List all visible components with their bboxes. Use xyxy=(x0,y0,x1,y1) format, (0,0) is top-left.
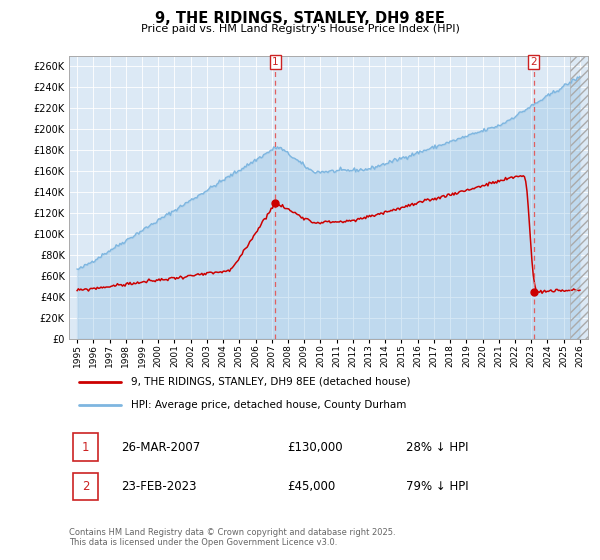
Text: 2: 2 xyxy=(82,480,89,493)
Text: HPI: Average price, detached house, County Durham: HPI: Average price, detached house, Coun… xyxy=(131,400,407,410)
Text: £45,000: £45,000 xyxy=(287,480,335,493)
Text: 26-MAR-2007: 26-MAR-2007 xyxy=(121,441,200,454)
Text: 9, THE RIDINGS, STANLEY, DH9 8EE: 9, THE RIDINGS, STANLEY, DH9 8EE xyxy=(155,11,445,26)
Text: 2: 2 xyxy=(530,57,537,67)
Text: 1: 1 xyxy=(272,57,279,67)
Text: 9, THE RIDINGS, STANLEY, DH9 8EE (detached house): 9, THE RIDINGS, STANLEY, DH9 8EE (detach… xyxy=(131,377,411,387)
FancyBboxPatch shape xyxy=(73,473,98,500)
Text: 79% ↓ HPI: 79% ↓ HPI xyxy=(406,480,469,493)
FancyBboxPatch shape xyxy=(73,433,98,461)
Text: Contains HM Land Registry data © Crown copyright and database right 2025.
This d: Contains HM Land Registry data © Crown c… xyxy=(69,528,395,547)
Text: 23-FEB-2023: 23-FEB-2023 xyxy=(121,480,196,493)
Text: £130,000: £130,000 xyxy=(287,441,343,454)
Text: 1: 1 xyxy=(82,441,89,454)
Text: Price paid vs. HM Land Registry's House Price Index (HPI): Price paid vs. HM Land Registry's House … xyxy=(140,24,460,34)
Text: 28% ↓ HPI: 28% ↓ HPI xyxy=(406,441,469,454)
